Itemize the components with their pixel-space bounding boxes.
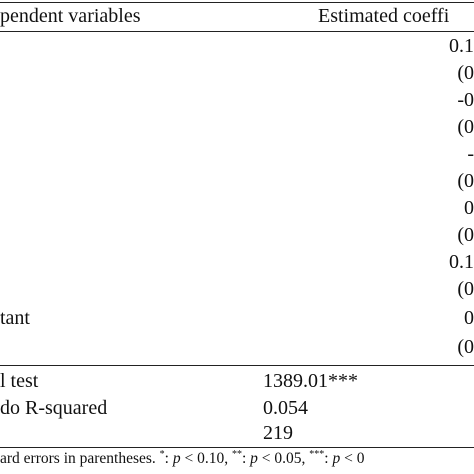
se-value: (0	[457, 62, 474, 84]
footnote-star-1: *	[159, 449, 165, 460]
wald-test-value: 1389.01***	[263, 370, 358, 392]
footnote-star-2: **	[231, 449, 242, 460]
coef-value: 0	[464, 307, 474, 329]
footnote-star-3: ***	[309, 449, 325, 460]
footnote-p-2: p	[250, 450, 258, 467]
se-value: (0	[457, 278, 474, 300]
constant-label: tant	[0, 307, 30, 329]
footnote-threshold-1: < 0.10,	[180, 450, 232, 467]
wald-test-label: l test	[0, 370, 39, 392]
stats-rule	[0, 365, 474, 366]
footnote-p-1: p	[172, 450, 181, 467]
pseudo-r-squared-value: 0.054	[263, 397, 308, 419]
coef-value: 0.1	[449, 251, 474, 273]
header-estimated-coefficients: Estimated coeffi	[318, 5, 450, 27]
coef-value: -	[467, 143, 474, 165]
coef-value: 0.1	[449, 35, 474, 57]
header-rule	[0, 31, 474, 32]
pseudo-r-squared-label: do R-squared	[0, 397, 108, 419]
footnote-threshold-2: < 0.05,	[257, 450, 310, 467]
footnote-prefix: ard errors in parentheses.	[0, 450, 160, 467]
header-dependent-variables: pendent variables	[0, 5, 141, 27]
top-rule	[0, 2, 474, 3]
footnote-p-3: p	[332, 450, 341, 467]
observations-value: 219	[263, 422, 293, 444]
coef-value: -0	[457, 89, 474, 111]
coef-value: 0	[464, 197, 474, 219]
se-value: (0	[457, 116, 474, 138]
se-value: (0	[457, 224, 474, 246]
se-value: (0	[457, 170, 474, 192]
table-footnote: ard errors in parentheses. *: p < 0.10, …	[0, 449, 365, 468]
se-value: (0	[457, 336, 474, 358]
footnote-threshold-3: < 0	[340, 450, 365, 467]
bottom-rule	[0, 447, 474, 448]
